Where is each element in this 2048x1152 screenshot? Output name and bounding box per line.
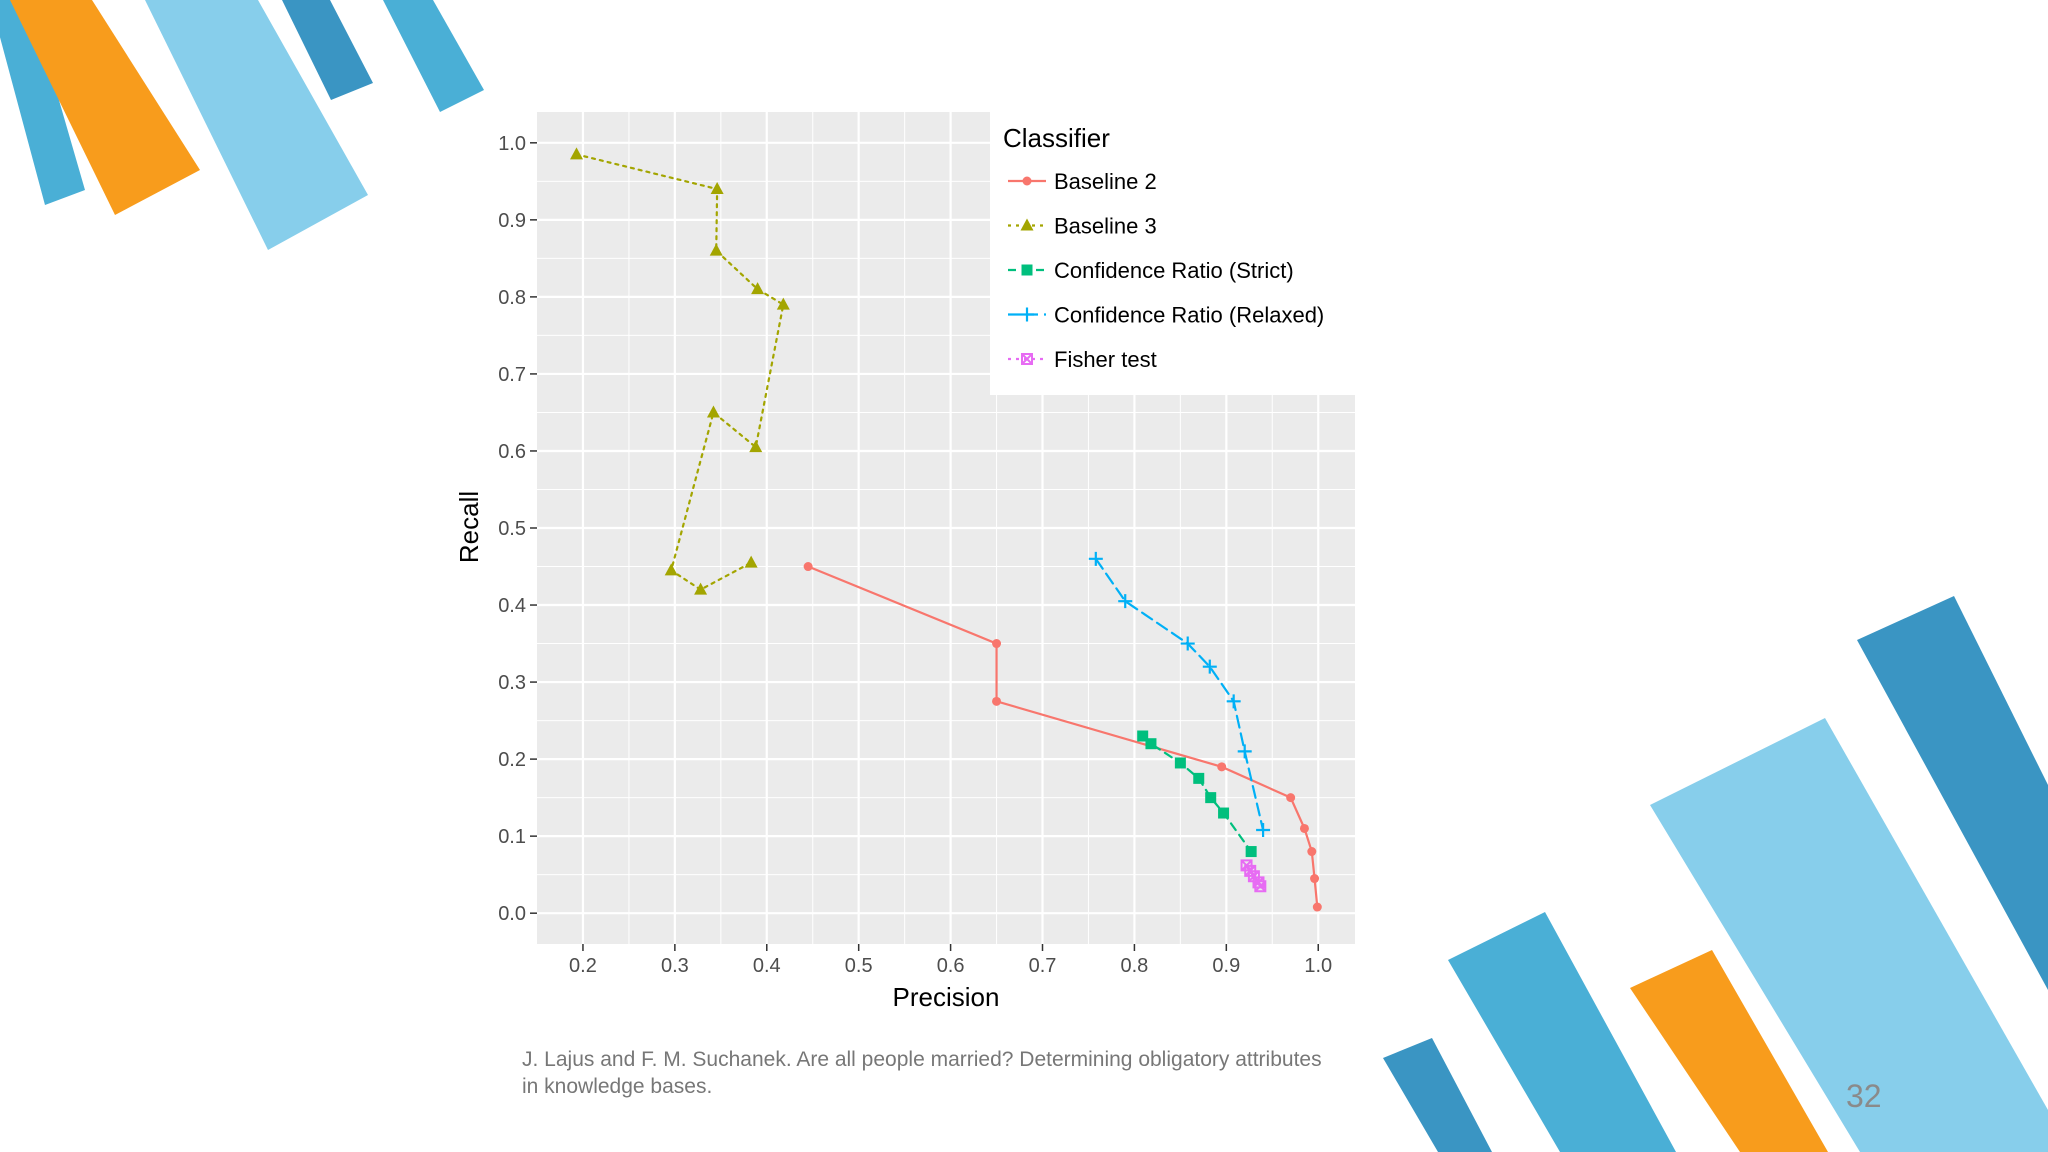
- legend-label: Confidence Ratio (Relaxed): [1054, 303, 1324, 328]
- data-point: [1218, 807, 1230, 819]
- legend: Classifier Baseline 2 Baseline 3 Confidenc…: [990, 112, 1355, 395]
- stripe-bottom-right-orange: [1630, 950, 1828, 1152]
- data-point: [1312, 902, 1322, 912]
- y-tick-label: 0.4: [498, 595, 526, 617]
- stripe-top-left-small-blue: [383, 0, 484, 112]
- legend-label: Baseline 3: [1054, 214, 1157, 239]
- data-point: [1145, 738, 1157, 750]
- data-point: [1307, 847, 1317, 857]
- data-point: [776, 297, 790, 310]
- stripe-bottom-right-light-blue: [1650, 718, 2048, 1152]
- grid-major: [537, 112, 1355, 944]
- series-1: [570, 147, 790, 595]
- x-tick-label: 0.5: [845, 955, 873, 977]
- data-point: [1237, 744, 1252, 759]
- legend-title: Classifier: [1003, 123, 1110, 153]
- y-tick-label: 0.9: [498, 210, 526, 232]
- citation-caption: J. Lajus and F. M. Suchanek. Are all peo…: [522, 1048, 1322, 1098]
- x-tick-label: 0.6: [937, 955, 965, 977]
- data-point: [1202, 659, 1217, 674]
- x-tick-label: 0.8: [1121, 955, 1149, 977]
- y-axis-title: Recall: [454, 491, 484, 563]
- data-point: [1254, 880, 1267, 893]
- y-tick-label: 0.0: [498, 903, 526, 925]
- stripe-top-left-dark-blue: [282, 0, 373, 100]
- data-point: [744, 555, 758, 568]
- data-point: [1118, 594, 1133, 609]
- data-point: [1088, 551, 1103, 566]
- data-point: [1299, 823, 1309, 833]
- series-2: [1137, 730, 1257, 858]
- legend-items: Baseline 2 Baseline 3 Confidence Ratio (St…: [1008, 169, 1324, 372]
- legend-item-4: Fisher test: [1008, 347, 1157, 372]
- stripe-bottom-right-mid-blue: [1448, 912, 1676, 1152]
- legend-marker: [1022, 176, 1032, 186]
- legend-marker: [1020, 218, 1034, 231]
- legend-box: [990, 112, 1355, 395]
- stripe-top-left-mid-blue: [0, 0, 85, 205]
- data-point: [1256, 822, 1271, 837]
- x-tick-label: 0.4: [753, 955, 781, 977]
- data-point: [706, 405, 720, 418]
- data-point: [749, 440, 763, 453]
- data-point: [1174, 757, 1186, 769]
- y-tick-label: 0.7: [498, 364, 526, 386]
- legend-item-1: Baseline 3: [1008, 214, 1157, 239]
- data-point: [1193, 772, 1205, 784]
- legend-item-2: Confidence Ratio (Strict): [1008, 258, 1294, 283]
- series-0: [803, 562, 1322, 912]
- x-tick-label: 0.3: [661, 955, 689, 977]
- data-point: [664, 563, 678, 576]
- y-tick-label: 0.8: [498, 287, 526, 309]
- legend-label: Confidence Ratio (Strict): [1054, 258, 1294, 283]
- legend-item-3: Confidence Ratio (Relaxed): [1008, 303, 1324, 328]
- data-point: [1217, 762, 1227, 772]
- data-point: [803, 562, 813, 572]
- data-point: [1180, 636, 1195, 651]
- data-point: [710, 182, 724, 195]
- data-point: [1310, 874, 1320, 884]
- legend-item-0: Baseline 2: [1008, 169, 1157, 194]
- data-point: [992, 696, 1002, 706]
- data-point: [1205, 792, 1217, 804]
- x-tick-label: 0.7: [1029, 955, 1057, 977]
- legend-label: Fisher test: [1054, 347, 1157, 372]
- y-tick-label: 0.2: [498, 749, 526, 771]
- stripe-top-left-light-blue: [145, 0, 368, 250]
- x-tick-label: 1.0: [1304, 955, 1332, 977]
- data-point: [709, 243, 723, 256]
- legend-marker: [1021, 353, 1033, 365]
- y-tick-label: 1.0: [498, 133, 526, 155]
- data-point: [1137, 730, 1149, 742]
- page-number: 32: [1846, 1078, 1882, 1114]
- y-tick-label: 0.5: [498, 518, 526, 540]
- y-tick-label: 0.1: [498, 826, 526, 848]
- series-layer: [570, 147, 1322, 912]
- data-point: [694, 582, 708, 595]
- data-point: [1286, 793, 1296, 803]
- x-tick-label: 0.2: [569, 955, 597, 977]
- data-point: [751, 282, 765, 295]
- legend-marker: [1020, 307, 1034, 322]
- data-point: [992, 639, 1002, 649]
- series-line: [575, 153, 785, 591]
- y-tick-label: 0.3: [498, 672, 526, 694]
- axes-layer: 0.2 0.3 0.4 0.5 0.6 0.7 0.8 0.9 1.0 0.0 0.1 0.2 0.3 0…: [498, 133, 1332, 977]
- x-axis-title: Precision: [893, 982, 1000, 1012]
- stripe-bottom-right-dark-blue-small: [1383, 1038, 1492, 1152]
- legend-label: Baseline 2: [1054, 169, 1157, 194]
- data-point: [1245, 846, 1257, 858]
- y-tick-label: 0.6: [498, 441, 526, 463]
- legend-marker: [1021, 264, 1033, 276]
- series-3: [1088, 551, 1271, 837]
- data-point: [1226, 694, 1241, 709]
- stripe-bottom-right-dark-blue-tall: [1857, 596, 2048, 990]
- data-point: [570, 147, 584, 160]
- stripe-top-left-orange: [10, 0, 200, 215]
- x-tick-label: 0.9: [1212, 955, 1240, 977]
- series-4: [1240, 859, 1267, 893]
